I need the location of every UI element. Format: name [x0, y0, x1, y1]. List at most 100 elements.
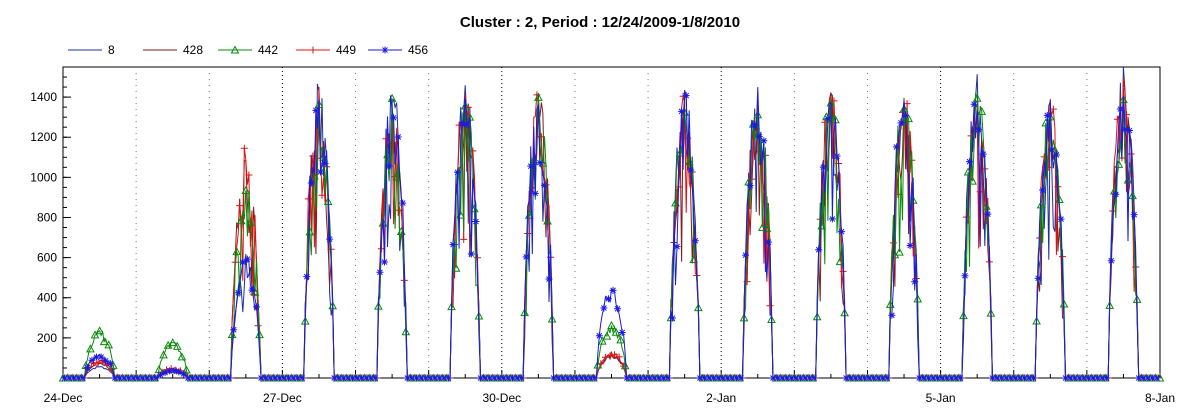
- data-point: [182, 365, 191, 374]
- marker-star: [371, 374, 379, 382]
- marker-star: [376, 268, 384, 276]
- marker-star: [1057, 215, 1065, 223]
- marker-star: [294, 374, 302, 382]
- data-point: [710, 374, 718, 382]
- marker-star: [426, 374, 434, 382]
- marker-star: [778, 374, 786, 382]
- marker-star: [742, 251, 750, 259]
- data-point: [326, 235, 334, 243]
- marker-star: [550, 374, 558, 382]
- data-point: [895, 247, 904, 256]
- marker-star: [193, 374, 201, 382]
- data-point: [641, 374, 649, 382]
- data-point: [792, 374, 800, 382]
- data-point: [298, 374, 306, 382]
- data-point: [330, 374, 338, 382]
- marker-triangle: [168, 338, 178, 347]
- marker-triangle: [255, 330, 264, 339]
- marker-star: [125, 374, 133, 382]
- marker-star: [166, 367, 174, 375]
- data-point: [623, 374, 631, 382]
- marker-star: [815, 246, 823, 254]
- marker-triangle: [305, 227, 315, 236]
- marker-star: [266, 374, 274, 382]
- marker-star: [390, 114, 398, 122]
- marker-star: [467, 250, 475, 258]
- data-point: [943, 374, 951, 382]
- data-point: [495, 374, 503, 382]
- marker-triangle: [323, 196, 333, 206]
- data-point: [392, 172, 402, 181]
- data-point: [138, 374, 146, 382]
- legend-label: 428: [183, 43, 203, 57]
- marker-star: [659, 374, 667, 382]
- data-point: [472, 218, 480, 226]
- marker-star: [636, 374, 644, 382]
- data-point: [616, 335, 625, 344]
- marker-star: [618, 328, 626, 336]
- marker-plus: [611, 351, 619, 359]
- marker-triangle: [895, 247, 904, 256]
- data-point: [636, 374, 644, 382]
- marker-star: [394, 133, 402, 141]
- x-tick-label: 8-Jan: [1145, 391, 1175, 405]
- data-point: [1030, 374, 1038, 382]
- marker-star: [586, 374, 594, 382]
- data-point: [115, 374, 123, 382]
- marker-star: [609, 286, 617, 294]
- marker-star: [513, 374, 521, 382]
- data-point: [65, 374, 73, 382]
- marker-plus: [309, 46, 317, 54]
- data-point: [102, 357, 110, 365]
- data-point: [956, 374, 964, 382]
- marker-star: [1052, 151, 1060, 159]
- marker-star: [435, 374, 443, 382]
- data-point: [431, 374, 439, 382]
- marker-star: [1030, 374, 1038, 382]
- data-point: [362, 374, 370, 382]
- marker-star: [614, 305, 622, 313]
- data-point: [938, 374, 946, 382]
- data-point: [668, 314, 676, 322]
- data-point: [99, 337, 109, 346]
- data-point: [234, 289, 242, 297]
- marker-star: [1062, 374, 1070, 382]
- marker-star: [860, 374, 868, 382]
- marker-star: [952, 374, 960, 382]
- data-point: [899, 104, 909, 113]
- series-line-442: [63, 93, 1160, 379]
- marker-star: [184, 374, 192, 382]
- data-point: [90, 330, 100, 339]
- data-point: [170, 366, 178, 374]
- data-point: [211, 374, 219, 382]
- marker-triangle: [981, 201, 991, 210]
- marker-star: [856, 374, 864, 382]
- data-point: [673, 243, 681, 251]
- marker-triangle: [172, 341, 182, 350]
- data-point: [671, 198, 680, 207]
- data-point: [1144, 374, 1152, 382]
- data-point: [888, 311, 896, 319]
- marker-triangle: [99, 337, 109, 346]
- data-point: [303, 273, 311, 281]
- marker-star: [691, 237, 699, 245]
- marker-star: [504, 374, 512, 382]
- data-point: [810, 374, 818, 382]
- data-point: [408, 374, 416, 382]
- marker-star: [152, 374, 160, 382]
- marker-star: [664, 374, 672, 382]
- data-point: [422, 374, 430, 382]
- marker-star: [102, 357, 110, 365]
- data-point: [1116, 105, 1124, 113]
- marker-star: [984, 210, 992, 218]
- data-point: [1034, 274, 1042, 282]
- marker-star: [321, 159, 329, 167]
- marker-star: [883, 374, 891, 382]
- marker-star: [806, 374, 814, 382]
- data-point: [824, 115, 832, 123]
- data-point: [316, 168, 324, 176]
- data-point: [175, 368, 183, 376]
- data-point: [614, 305, 622, 313]
- data-point: [266, 374, 274, 382]
- data-point: [202, 374, 210, 382]
